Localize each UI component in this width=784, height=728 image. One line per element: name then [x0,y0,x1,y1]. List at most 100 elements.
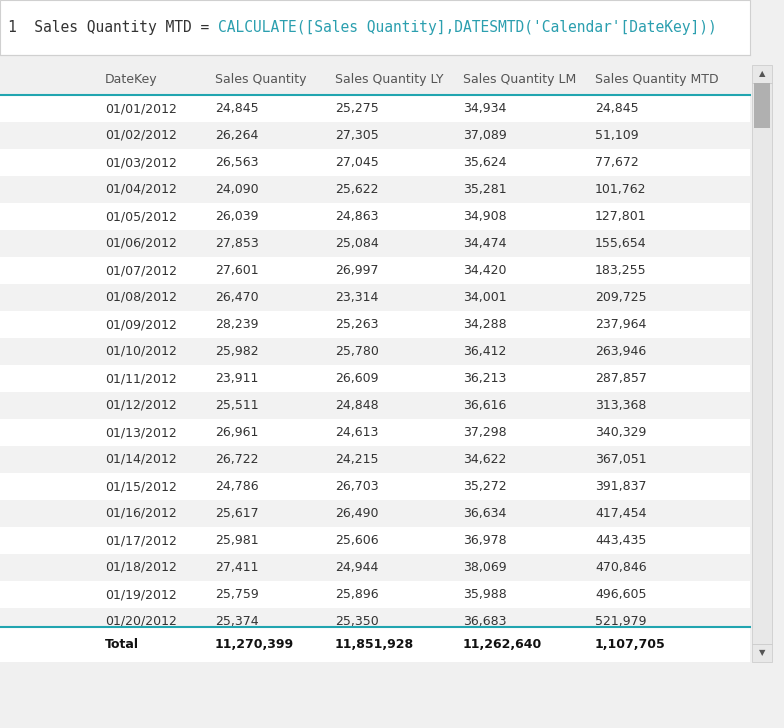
Text: 34,420: 34,420 [463,264,506,277]
Text: 01/17/2012: 01/17/2012 [105,534,177,547]
Text: 01/08/2012: 01/08/2012 [105,291,177,304]
Text: 34,622: 34,622 [463,453,506,466]
Bar [0,230,750,257]
Text: 25,981: 25,981 [215,534,259,547]
Text: 34,908: 34,908 [463,210,506,223]
Text: 24,848: 24,848 [335,399,379,412]
Text: 26,563: 26,563 [215,156,259,169]
Text: 35,281: 35,281 [463,183,506,196]
Text: 25,622: 25,622 [335,183,379,196]
Bar [0,122,750,149]
Text: 01/12/2012: 01/12/2012 [105,399,176,412]
Text: 26,490: 26,490 [335,507,379,520]
Bar [0,338,750,365]
Text: 51,109: 51,109 [595,129,639,142]
Text: 25,275: 25,275 [335,102,379,115]
Bar [0,608,750,635]
Text: 496,605: 496,605 [595,588,647,601]
Text: 01/02/2012: 01/02/2012 [105,129,177,142]
Bar [752,644,772,662]
Text: 38,069: 38,069 [463,561,506,574]
Bar [0,627,750,662]
Text: 27,305: 27,305 [335,129,379,142]
Text: 37,298: 37,298 [463,426,506,439]
Text: 23,911: 23,911 [215,372,259,385]
Text: 11,262,640: 11,262,640 [463,638,543,651]
Text: 183,255: 183,255 [595,264,647,277]
Text: CALCULATE([Sales Quantity],DATESMTD('Calendar'[DateKey])): CALCULATE([Sales Quantity],DATESMTD('Cal… [218,20,717,35]
Text: 11,270,399: 11,270,399 [215,638,294,651]
Text: 26,039: 26,039 [215,210,259,223]
Text: 26,609: 26,609 [335,372,379,385]
Text: 01/06/2012: 01/06/2012 [105,237,177,250]
Text: 27,853: 27,853 [215,237,259,250]
Text: 263,946: 263,946 [595,345,646,358]
Text: 26,703: 26,703 [335,480,379,493]
Text: 367,051: 367,051 [595,453,647,466]
Text: 35,988: 35,988 [463,588,506,601]
Text: 26,997: 26,997 [335,264,379,277]
Text: 25,982: 25,982 [215,345,259,358]
Bar [0,0,750,55]
Text: 34,934: 34,934 [463,102,506,115]
Text: 391,837: 391,837 [595,480,647,493]
Bar [752,65,772,83]
Text: 101,762: 101,762 [595,183,647,196]
Text: 01/09/2012: 01/09/2012 [105,318,177,331]
Text: 25,606: 25,606 [335,534,379,547]
Text: 24,845: 24,845 [215,102,259,115]
Text: 470,846: 470,846 [595,561,647,574]
Text: 340,329: 340,329 [595,426,646,439]
Text: 25,896: 25,896 [335,588,379,601]
Text: 01/05/2012: 01/05/2012 [105,210,177,223]
Text: 01/15/2012: 01/15/2012 [105,480,177,493]
Text: 25,780: 25,780 [335,345,379,358]
Text: 27,601: 27,601 [215,264,259,277]
Text: 24,215: 24,215 [335,453,379,466]
Text: 77,672: 77,672 [595,156,639,169]
Bar [752,83,772,644]
Text: 1,107,705: 1,107,705 [595,638,666,651]
Bar [0,257,750,284]
Text: 155,654: 155,654 [595,237,647,250]
Text: 24,786: 24,786 [215,480,259,493]
Bar [0,554,750,581]
Bar [0,392,750,419]
Text: 01/04/2012: 01/04/2012 [105,183,177,196]
Text: 25,084: 25,084 [335,237,379,250]
Bar [0,284,750,311]
Text: 25,759: 25,759 [215,588,259,601]
Text: ▼: ▼ [759,649,765,657]
Bar [0,95,750,122]
Bar [0,527,750,554]
Text: 36,213: 36,213 [463,372,506,385]
Text: 34,288: 34,288 [463,318,506,331]
Text: 01/10/2012: 01/10/2012 [105,345,177,358]
Text: 25,350: 25,350 [335,615,379,628]
Text: 27,411: 27,411 [215,561,259,574]
Text: 521,979: 521,979 [595,615,647,628]
Text: 1  Sales Quantity MTD =: 1 Sales Quantity MTD = [8,20,218,35]
Text: 36,683: 36,683 [463,615,506,628]
Text: 25,511: 25,511 [215,399,259,412]
Bar [0,311,750,338]
Bar [0,473,750,500]
Text: 24,845: 24,845 [595,102,639,115]
Text: 24,863: 24,863 [335,210,379,223]
Text: 24,944: 24,944 [335,561,379,574]
Text: Total: Total [105,638,139,651]
Text: 26,470: 26,470 [215,291,259,304]
Bar [0,419,750,446]
Text: 24,090: 24,090 [215,183,259,196]
Bar [0,65,750,95]
Text: 01/11/2012: 01/11/2012 [105,372,176,385]
Text: 36,616: 36,616 [463,399,506,412]
Text: 34,001: 34,001 [463,291,506,304]
Text: 237,964: 237,964 [595,318,646,331]
Text: 01/16/2012: 01/16/2012 [105,507,176,520]
Text: 37,089: 37,089 [463,129,506,142]
Text: 36,634: 36,634 [463,507,506,520]
Bar [0,446,750,473]
Bar [0,176,750,203]
Bar [0,365,750,392]
